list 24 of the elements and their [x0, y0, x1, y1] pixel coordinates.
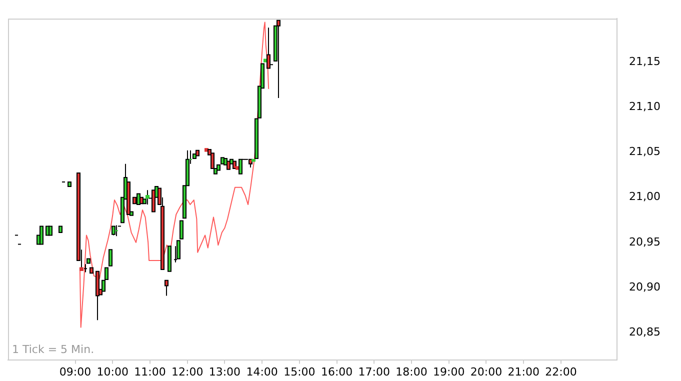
candlestick	[114, 224, 118, 237]
y-tick-label: 20,95	[629, 235, 660, 248]
candlestick	[146, 190, 150, 206]
x-tick-label: 15:00	[284, 365, 316, 378]
annotation: 1 Tick = 5 Min.	[12, 343, 94, 356]
x-tick-label: 10:00	[96, 365, 128, 378]
x-tick-label: 20:00	[470, 365, 502, 378]
y-tick-label: 21,10	[629, 100, 660, 113]
x-tick-label: 21:00	[508, 365, 540, 378]
y-tick-label: 21,05	[629, 145, 660, 158]
y-tick-label: 20,85	[629, 326, 660, 339]
x-tick-label: 09:00	[59, 365, 92, 378]
x-tick-label: 13:00	[208, 365, 241, 378]
x-tick-label: 14:00	[246, 365, 278, 378]
x-tick-label: 12:00	[171, 365, 204, 378]
x-tick-label: 19:00	[433, 365, 465, 378]
x-tick-label: 11:00	[134, 365, 166, 378]
y-tick-label: 21,00	[629, 190, 660, 204]
y-tick-label: 20,90	[629, 280, 660, 294]
x-tick-label: 16:00	[320, 365, 353, 378]
x-tick-label: 17:00	[358, 365, 390, 378]
x-tick-label: 18:00	[396, 365, 428, 378]
y-tick-label: 21,15	[629, 54, 660, 68]
x-tick-label: 22:00	[545, 365, 577, 378]
